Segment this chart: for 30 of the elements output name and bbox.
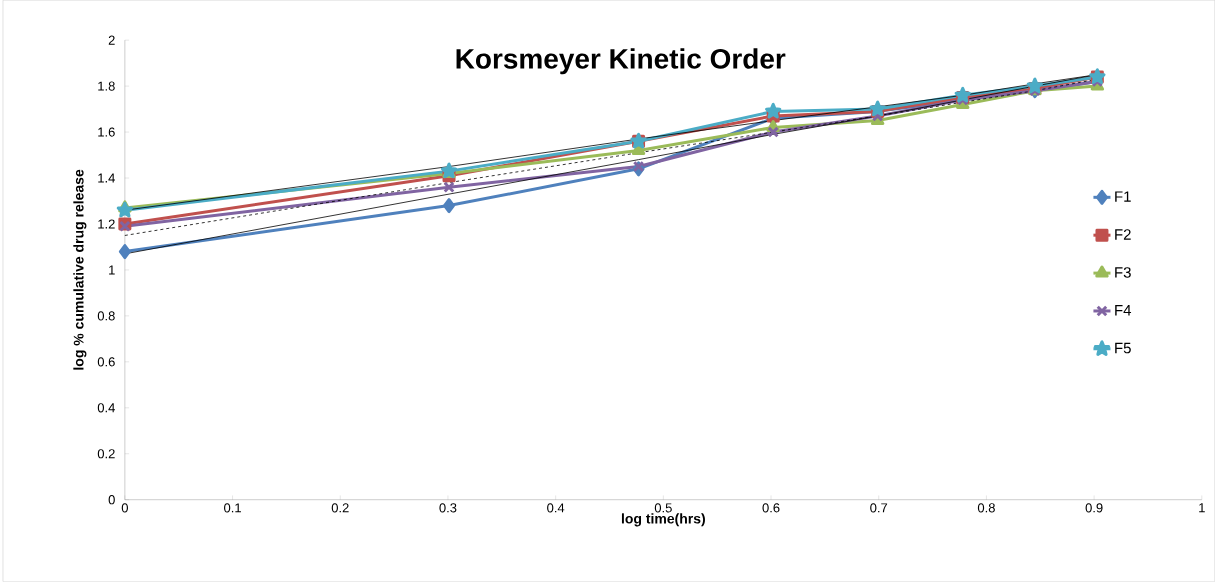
y-tick-label: 0: [108, 495, 115, 505]
legend-label: F4: [1115, 305, 1132, 316]
legend-label: F1: [1115, 191, 1131, 202]
legend-label: F3: [1115, 267, 1131, 278]
x-tick-label: 0.9: [1085, 503, 1103, 513]
x-tick-label: 0: [121, 503, 128, 513]
legend-label: F5: [1115, 342, 1131, 354]
y-tick-label: 0.6: [97, 357, 115, 367]
x-tick-label: 0.8: [977, 503, 995, 513]
y-tick-label: 1.4: [98, 173, 115, 183]
y-axis-title: log % cumulative drug release: [73, 169, 87, 370]
x-tick-label: 0.3: [439, 503, 457, 513]
y-tick-label: 2: [108, 35, 115, 45]
x-tick-label: 0.2: [331, 503, 349, 513]
legend-label: F2: [1115, 229, 1131, 240]
x-tick-label: 0.6: [762, 503, 780, 513]
y-tick-label: 1.6: [98, 127, 115, 137]
x-tick-label: 0.1: [224, 503, 241, 513]
y-tick-label: 1.8: [98, 81, 115, 91]
x-axis-title: log time(hrs): [621, 513, 705, 527]
y-tick-label: 1.2: [98, 219, 115, 229]
y-tick-label: 0.2: [97, 449, 115, 459]
chart-title: Korsmeyer Kinetic Order: [456, 48, 786, 75]
x-tick-label: 0.4: [547, 503, 565, 513]
y-tick-label: 1: [109, 265, 115, 275]
x-tick-label: 1: [1199, 503, 1205, 513]
y-tick-label: 0.4: [97, 403, 115, 413]
x-tick-label: 0.5: [654, 503, 672, 513]
x-tick-label: 0.7: [870, 503, 888, 513]
y-tick-label: 0.8: [97, 311, 115, 321]
